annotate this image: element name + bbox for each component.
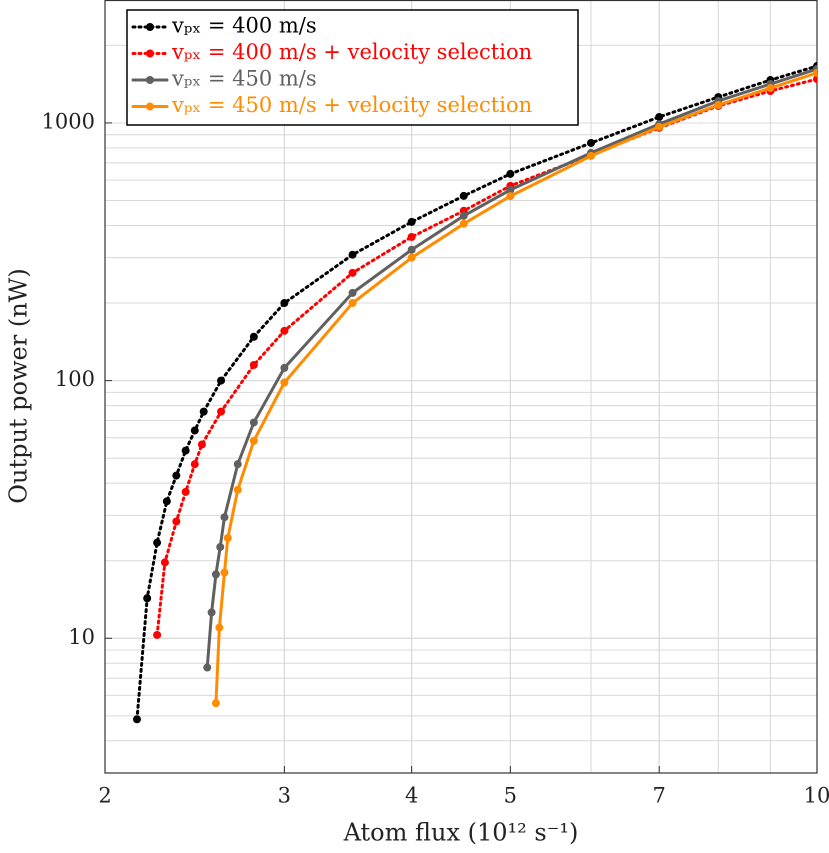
data-point	[813, 75, 817, 84]
y-axis-label: Output power (nW)	[5, 268, 33, 503]
data-point	[143, 594, 152, 603]
data-point	[207, 608, 216, 617]
data-point	[181, 446, 190, 455]
series-line	[135, 64, 817, 721]
x-tick-label: 5	[504, 784, 517, 808]
data-point	[459, 211, 468, 220]
data-point	[233, 460, 242, 469]
legend-marker	[146, 49, 154, 58]
data-point	[153, 630, 162, 639]
series-line	[205, 67, 817, 670]
data-point	[153, 538, 162, 547]
data-point	[220, 568, 229, 577]
data-point	[813, 68, 817, 77]
data-point	[506, 169, 515, 178]
series-line	[155, 77, 817, 637]
data-point	[162, 497, 171, 506]
legend-label: vₚₓ = 400 m/s + velocity selection	[171, 40, 532, 64]
data-point	[181, 487, 190, 496]
x-tick-label: 7	[653, 784, 666, 808]
legend-label: vₚₓ = 400 m/s	[171, 14, 317, 38]
data-point	[203, 663, 212, 672]
legend-marker	[146, 23, 154, 31]
x-tick-label: 2	[98, 784, 111, 808]
legend-box	[126, 9, 579, 126]
data-point	[348, 250, 357, 259]
data-point	[211, 699, 220, 708]
data-point	[407, 217, 416, 226]
data-point	[407, 232, 416, 241]
data-point	[217, 407, 226, 416]
data-point	[172, 471, 181, 480]
data-point	[587, 138, 596, 147]
x-tick-label: 10	[804, 784, 829, 808]
data-point	[233, 485, 242, 494]
y-tick-label: 1000	[42, 109, 95, 133]
data-point	[249, 436, 258, 445]
data-point	[172, 517, 181, 526]
legend-label: vₚₓ = 450 m/s + velocity selection	[171, 93, 532, 117]
data-point	[506, 185, 515, 194]
data-point	[280, 326, 289, 335]
data-point	[459, 191, 468, 200]
data-point	[714, 100, 723, 109]
data-point	[407, 253, 416, 262]
data-point	[220, 513, 229, 522]
legend-marker	[146, 76, 154, 84]
legend-label: vₚₓ = 450 m/s	[171, 67, 317, 91]
data-point	[407, 245, 416, 254]
data-point	[211, 570, 220, 579]
x-tick-label: 4	[405, 784, 418, 808]
data-point	[215, 623, 224, 632]
data-point	[280, 378, 289, 387]
series-line	[214, 71, 817, 705]
data-point	[223, 533, 232, 542]
data-point	[459, 219, 468, 228]
x-tick-label: 3	[278, 784, 291, 808]
data-point	[655, 122, 664, 131]
legend-marker	[146, 102, 154, 111]
y-tick-label: 100	[55, 367, 95, 391]
data-point	[280, 299, 289, 308]
data-point	[766, 84, 775, 93]
data-point	[348, 268, 357, 277]
data-point	[197, 440, 206, 449]
data-point	[655, 112, 664, 121]
data-point	[249, 332, 258, 341]
data-point	[506, 192, 515, 201]
data-point	[132, 715, 141, 724]
data-point	[348, 299, 357, 308]
data-point	[199, 407, 208, 416]
data-point	[348, 288, 357, 297]
plot-frame	[104, 0, 818, 774]
data-point	[249, 418, 258, 427]
x-axis-label: Atom flux (10¹² s⁻¹)	[343, 819, 579, 847]
data-point	[190, 426, 199, 435]
y-tick-label: 10	[68, 625, 95, 649]
data-point	[280, 363, 289, 372]
data-point	[160, 558, 169, 567]
data-point	[190, 460, 199, 469]
data-point	[249, 360, 258, 369]
data-point	[217, 376, 226, 385]
data-point	[587, 151, 596, 160]
plot-area	[132, 62, 817, 724]
data-point	[216, 543, 225, 552]
